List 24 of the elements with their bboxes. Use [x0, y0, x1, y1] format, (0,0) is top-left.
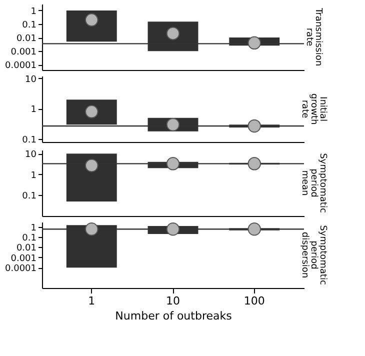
y-tick-label: 1	[30, 223, 36, 234]
x-tick-label: 10	[166, 294, 180, 308]
y-tick-label: 0.1	[22, 20, 36, 30]
x-axis-title: Number of outbreaks	[115, 310, 232, 322]
y-tick-label: 0.01	[16, 34, 36, 44]
y-tick-label: 10	[25, 150, 37, 160]
y-tick-label: 10	[25, 74, 37, 85]
x-tick-label: 1	[88, 294, 96, 308]
y-tick-label: 0.1	[22, 234, 36, 244]
y-axis-title: Symptomatic period mean	[300, 153, 328, 213]
y-axis-title: Symptomatic period dispersion	[300, 225, 328, 285]
y-tick-label: 0.001	[10, 48, 36, 58]
y-tick-label: 0.1	[22, 192, 36, 202]
y-tick-label: 1	[30, 6, 36, 17]
y-axis-title: Initial growth rate	[300, 93, 328, 125]
y-tick-label: 1	[30, 170, 36, 181]
y-tick-label: 1	[30, 105, 36, 116]
y-tick-label: 0.1	[22, 136, 36, 146]
y-tick-label: 0.001	[10, 254, 36, 264]
y-axis-title: Transmission rate	[304, 6, 323, 66]
y-tick-label: 0.0001	[5, 264, 36, 274]
y-tick-label: 0.01	[16, 244, 36, 254]
y-tick-label: 0.0001	[5, 61, 36, 72]
x-tick-label: 100	[244, 294, 265, 308]
